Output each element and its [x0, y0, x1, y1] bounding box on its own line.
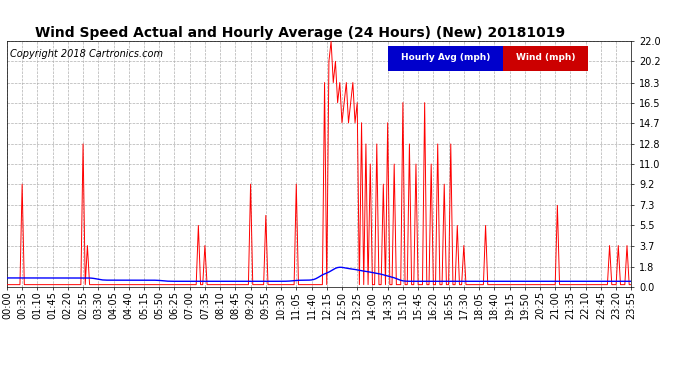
Text: Copyright 2018 Cartronics.com: Copyright 2018 Cartronics.com [10, 49, 163, 58]
Text: Wind (mph): Wind (mph) [516, 53, 575, 62]
Title: Wind Speed Actual and Hourly Average (24 Hours) (New) 20181019: Wind Speed Actual and Hourly Average (24… [35, 26, 565, 40]
FancyBboxPatch shape [388, 46, 503, 71]
FancyBboxPatch shape [503, 46, 588, 71]
Text: Hourly Avg (mph): Hourly Avg (mph) [401, 53, 491, 62]
